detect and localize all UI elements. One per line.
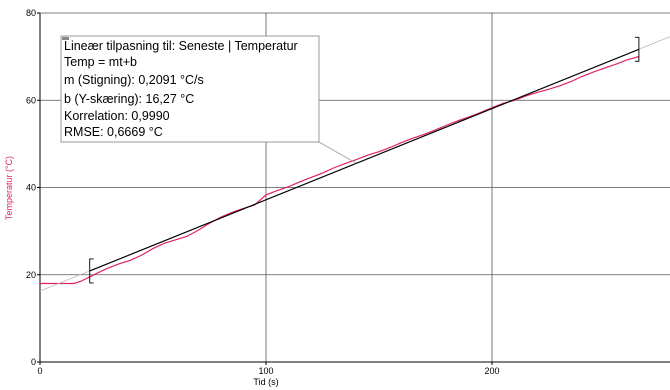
x-axis-label: Tid (s) — [253, 377, 278, 387]
fit-box-line-5: RMSE: 0,6669 °C — [64, 125, 163, 139]
y-axis-label: Temperatur (°C) — [4, 156, 14, 220]
fit-box-line-3: b (Y-skæring): 16,27 °C — [64, 92, 194, 106]
fit-box-line-4: Korrelation: 0,9990 — [64, 109, 170, 123]
x-tick-label-100: 100 — [258, 366, 273, 376]
fit-range-end-bracket — [634, 36, 640, 62]
fit-box-line-2: m (Stigning): 0,2091 °C/s — [64, 73, 204, 87]
fit-box-line-1: Temp = mt+b — [64, 55, 137, 69]
tick-labels: 0 20 40 60 80 0 100 200 — [26, 8, 500, 376]
y-tick-label-20: 20 — [26, 270, 36, 280]
fit-box-frame — [60, 35, 320, 143]
fit-annotation-box[interactable]: Lineær tilpasning til: Seneste | Tempera… — [60, 35, 357, 164]
x-tick-label-200: 200 — [484, 366, 499, 376]
fit-box-connector — [318, 141, 357, 164]
x-tick-label-0: 0 — [37, 366, 42, 376]
fit-line — [89, 48, 640, 272]
data-series — [40, 56, 640, 285]
y-tick-label-80: 80 — [26, 8, 36, 18]
y-tick-label-0: 0 — [31, 357, 36, 367]
y-tick-label-60: 60 — [26, 95, 36, 105]
series-line-0 — [40, 56, 640, 285]
fit-range-start-bracket — [89, 258, 94, 284]
y-tick-label-40: 40 — [26, 183, 36, 193]
drag-handle-icon — [62, 37, 69, 40]
fit-box-line-0: Lineær tilpasning til: Seneste | Tempera… — [64, 39, 298, 53]
